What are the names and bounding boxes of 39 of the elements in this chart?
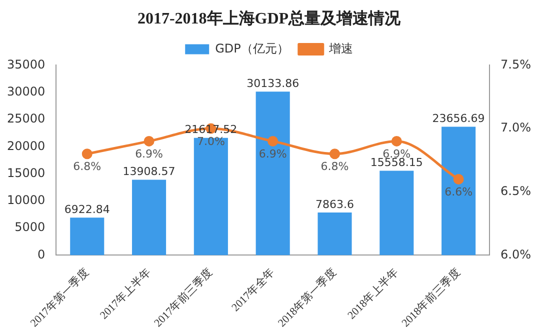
point xyxy=(82,148,92,160)
y-tick-label: 20000 xyxy=(6,138,46,153)
data-label: 30133.86 xyxy=(246,76,300,90)
y2-tick-label: 6.5% xyxy=(500,184,532,198)
y-tick-label: 5000 xyxy=(14,220,46,234)
point xyxy=(144,136,154,146)
y-tick-label: 35000 xyxy=(6,57,46,72)
point xyxy=(330,148,340,160)
y-tick-label: 30000 xyxy=(6,84,46,98)
point xyxy=(268,136,278,146)
data-label: 6.9% xyxy=(135,148,164,161)
data-label: 6.6% xyxy=(444,186,473,199)
y-tick-label: 10000 xyxy=(6,193,46,208)
point xyxy=(453,174,464,184)
data-label: 6.9% xyxy=(258,148,287,161)
legend-label: 增速 xyxy=(328,41,353,56)
bar xyxy=(70,218,104,256)
data-label: 7863.6 xyxy=(316,198,354,211)
data-label: 7.0% xyxy=(196,134,225,148)
data-label: 6922.84 xyxy=(64,202,110,216)
chart-title: 2017-2018年上海GDP总量及增速情况 xyxy=(137,10,402,28)
y2-tick-label: 7.5% xyxy=(500,57,532,72)
bar xyxy=(132,180,166,256)
legend-label: GDP（亿元） xyxy=(215,41,289,56)
y-tick-label: 0 xyxy=(38,247,46,262)
bar xyxy=(380,170,414,256)
y2-tick-label: 7.0% xyxy=(500,120,532,135)
data-label: 13908.57 xyxy=(122,165,176,178)
y2-tick-label: 6.0% xyxy=(500,247,532,262)
point xyxy=(391,136,402,146)
data-label: 23656.69 xyxy=(432,112,485,126)
bar xyxy=(442,126,476,256)
y-tick-label: 15000 xyxy=(6,166,46,180)
y-tick-label: 25000 xyxy=(6,112,46,126)
bar xyxy=(256,92,290,256)
bar xyxy=(318,212,352,256)
data-label: 6.8% xyxy=(73,160,102,174)
data-label: 6.8% xyxy=(320,160,349,174)
bar xyxy=(194,138,228,256)
